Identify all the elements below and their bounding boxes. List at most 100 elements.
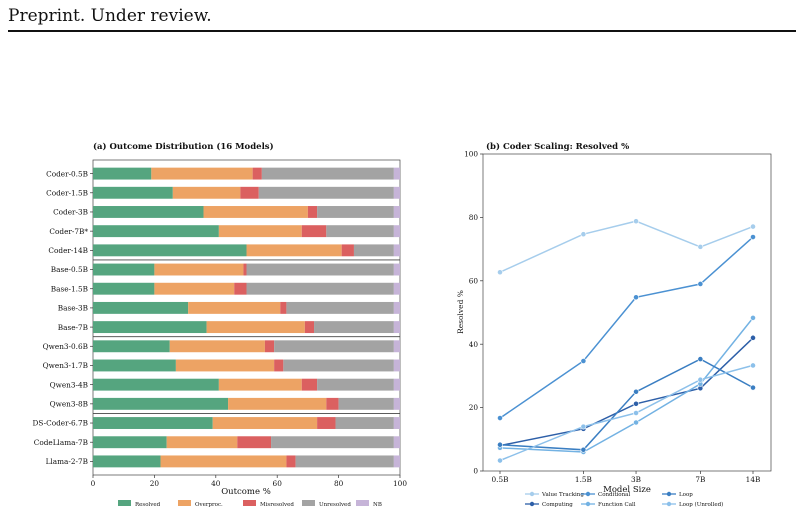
chart-a-frame (92, 159, 401, 476)
header-rule (8, 30, 796, 32)
bar-nb-qwen3-1-7b (393, 359, 400, 372)
bar-resolved-qwen3-4b (93, 378, 219, 391)
y-tick-label: Coder-7B* (49, 227, 88, 236)
bar-resolved-base-1-5b (93, 282, 155, 295)
bar-unresolved-base-3b (286, 301, 394, 314)
point-conditional-14b (750, 234, 756, 240)
bar-nb-coder-1-5b (393, 186, 400, 199)
bar-unresolved-coder-1-5b (258, 186, 394, 199)
legend-label: Resolved (135, 502, 161, 508)
bar-overproc--base-7b (206, 321, 305, 334)
bar-nb-qwen3-4b (393, 378, 400, 391)
series-line-conditional (499, 236, 754, 419)
series-line-loop (499, 358, 754, 451)
y-tick-label: 40 (469, 340, 479, 349)
x-tick-label: 7B (695, 475, 705, 484)
bar-overproc--ds-coder-6-7b (212, 417, 318, 429)
legend-label: Conditional (598, 492, 630, 498)
bar-unresolved-base-7b (314, 321, 394, 334)
bar-overproc--coder-3b (203, 206, 308, 218)
bar-overproc--qwen3-4b (218, 378, 302, 391)
bar-overproc--qwen3-1-7b (175, 359, 275, 372)
point-conditional-3b (633, 294, 639, 301)
bar-nb-base-7b (393, 321, 400, 334)
y-tick-label: Qwen3-4B (50, 380, 88, 389)
bar-overproc--base-1-5b (154, 282, 235, 295)
bar-overproc--base-3b (188, 301, 281, 314)
bar-nb-coder-0-5b (393, 167, 400, 180)
preprint-notice: Preprint. Under review. (8, 6, 212, 26)
bar-unresolved-codellama-7b (271, 436, 394, 449)
point-conditional-1.5b (580, 358, 587, 364)
bar-resolved-codellama-7b (93, 436, 167, 449)
legend-label: Overproc. (195, 502, 223, 508)
y-tick-label: Qwen3-0.6B (43, 342, 88, 351)
bar-nb-coder-3b (393, 206, 400, 218)
chart-b-ylabel: Resolved % (456, 290, 465, 334)
bar-unresolved-base-1-5b (246, 282, 394, 295)
point-loop-unrolled--1.5b (580, 423, 587, 430)
bar-misresolved-codellama-7b (237, 436, 272, 449)
bar-unresolved-qwen3-0-6b (274, 340, 394, 353)
bar-unresolved-llama-2-7b (295, 455, 394, 468)
legend-label: Misresolved (260, 502, 294, 508)
series-line-function-call (499, 317, 754, 453)
bar-unresolved-qwen3-1-7b (283, 359, 394, 372)
y-tick-label: Base-0.5B (51, 265, 88, 274)
bar-misresolved-llama-2-7b (286, 455, 296, 468)
bar-misresolved-base-0-5b (243, 263, 247, 276)
legend-label: Unresolved (319, 502, 351, 508)
bar-misresolved-ds-coder-6-7b (317, 417, 336, 429)
bar-nb-base-0-5b (393, 263, 400, 276)
bar-misresolved-qwen3-0-6b (264, 340, 275, 353)
legend-swatch (302, 500, 315, 506)
y-tick-label: Base-1.5B (51, 284, 88, 293)
y-tick-label: Base-7B (58, 323, 88, 332)
legend-swatch (243, 500, 256, 506)
point-value-tracking-0.5b (497, 269, 503, 276)
bar-unresolved-coder-0-5b (261, 167, 394, 180)
bar-unresolved-ds-coder-6-7b (335, 417, 394, 429)
y-tick-label: CodeLlama-7B (34, 438, 88, 447)
point-loop-1.5b (580, 446, 587, 453)
bar-misresolved-coder-1-5b (240, 186, 259, 199)
y-tick-label: Base-3B (58, 304, 88, 313)
legend-marker (666, 501, 672, 507)
y-tick-label: Coder-3B (53, 208, 88, 217)
point-loop-7b (697, 356, 704, 362)
bar-resolved-llama-2-7b (93, 455, 161, 468)
point-conditional-0.5b (497, 415, 503, 421)
bar-overproc--coder-7b- (218, 225, 302, 238)
x-tick-label: 0 (91, 479, 96, 488)
bar-nb-coder-14b (393, 244, 400, 257)
bar-resolved-base-0-5b (93, 263, 155, 276)
legend-label: Loop (Unrolled) (679, 501, 723, 508)
bar-misresolved-qwen3-4b (301, 378, 318, 391)
bar-overproc--base-0-5b (154, 263, 244, 276)
point-loop-unrolled--7b (697, 376, 704, 383)
legend-marker (585, 501, 591, 507)
legend-swatch (118, 500, 131, 506)
bar-resolved-coder-0-5b (93, 167, 152, 180)
bar-resolved-coder-7b- (93, 225, 219, 238)
point-value-tracking-7b (697, 243, 704, 250)
point-loop-3b (633, 388, 639, 395)
point-value-tracking-14b (750, 223, 756, 230)
point-function-call-3b (633, 419, 639, 426)
x-tick-label: 40 (211, 479, 221, 488)
bar-misresolved-qwen3-8b (326, 397, 339, 410)
x-tick-label: 14B (746, 475, 761, 484)
legend-swatch (178, 500, 191, 506)
legend-marker (666, 491, 672, 497)
bar-resolved-qwen3-0-6b (93, 340, 170, 353)
x-tick-label: 80 (334, 479, 344, 488)
y-tick-label: 100 (464, 150, 478, 159)
bar-resolved-coder-1-5b (93, 186, 173, 199)
legend-marker (585, 491, 591, 497)
bar-overproc--coder-14b (246, 244, 342, 257)
point-loop-14b (750, 384, 756, 391)
chart-a-title: (a) Outcome Distribution (16 Models) (93, 141, 274, 152)
bar-resolved-coder-14b (93, 244, 247, 257)
bar-overproc--coder-1-5b (172, 186, 241, 199)
series-line-value-tracking (499, 220, 754, 273)
